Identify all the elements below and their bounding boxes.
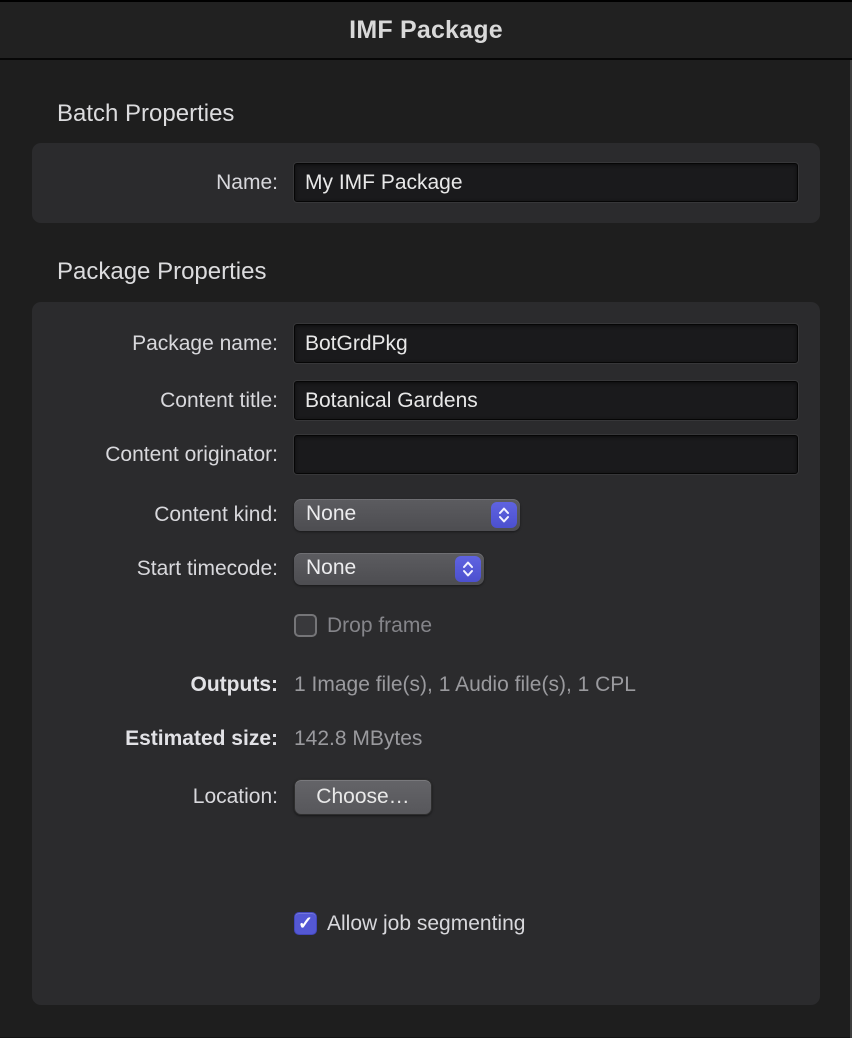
content-kind-selected-value: None <box>306 502 357 525</box>
content-kind-popup[interactable]: None <box>294 498 520 531</box>
package-name-input[interactable] <box>294 324 798 363</box>
content-title-row: Content title: <box>32 380 820 421</box>
content-originator-input[interactable] <box>294 435 798 474</box>
dialog-title: IMF Package <box>349 15 503 44</box>
estimated-size-value: 142.8 MBytes <box>294 727 423 750</box>
content-kind-row: Content kind: None <box>32 498 820 531</box>
package-properties-heading: Package Properties <box>57 258 267 285</box>
name-row: Name: <box>32 162 820 203</box>
drop-frame-row: Drop frame <box>32 612 820 639</box>
dialog-titlebar: IMF Package <box>0 2 852 60</box>
location-row: Location: Choose… <box>32 778 820 816</box>
start-timecode-popup[interactable]: None <box>294 552 484 585</box>
name-input[interactable] <box>294 163 798 202</box>
batch-properties-panel: Name: <box>32 143 820 223</box>
location-label: Location: <box>192 785 278 808</box>
start-timecode-selected-value: None <box>306 556 357 579</box>
choose-location-button[interactable]: Choose… <box>294 779 432 815</box>
content-kind-label: Content kind: <box>154 502 278 526</box>
batch-properties-heading: Batch Properties <box>57 100 235 127</box>
estimated-size-row: Estimated size: 142.8 MBytes <box>32 724 820 754</box>
name-label: Name: <box>216 170 278 194</box>
package-name-row: Package name: <box>32 323 820 364</box>
outputs-value: 1 Image file(s), 1 Audio file(s), 1 CPL <box>294 673 636 696</box>
content-title-label: Content title: <box>160 388 278 412</box>
outputs-label: Outputs: <box>190 673 278 696</box>
start-timecode-row: Start timecode: None <box>32 552 820 585</box>
content-originator-label: Content originator: <box>105 442 278 466</box>
start-timecode-label: Start timecode: <box>136 556 278 580</box>
package-properties-panel: Package name: Content title: Content ori… <box>32 302 820 1005</box>
chevron-up-down-icon <box>455 555 481 582</box>
content-title-input[interactable] <box>294 381 798 420</box>
allow-job-segmenting-label[interactable]: Allow job segmenting <box>327 911 526 935</box>
package-name-label: Package name: <box>132 331 278 355</box>
drop-frame-label: Drop frame <box>327 613 433 637</box>
allow-job-segmenting-row: ✓ Allow job segmenting <box>32 910 820 937</box>
estimated-size-label: Estimated size: <box>125 727 278 750</box>
chevron-up-down-icon <box>491 501 517 528</box>
checkmark-icon: ✓ <box>297 912 314 933</box>
content-originator-row: Content originator: <box>32 434 820 475</box>
drop-frame-checkbox <box>294 614 317 637</box>
outputs-row: Outputs: 1 Image file(s), 1 Audio file(s… <box>32 670 820 700</box>
allow-job-segmenting-checkbox[interactable]: ✓ <box>294 912 317 935</box>
